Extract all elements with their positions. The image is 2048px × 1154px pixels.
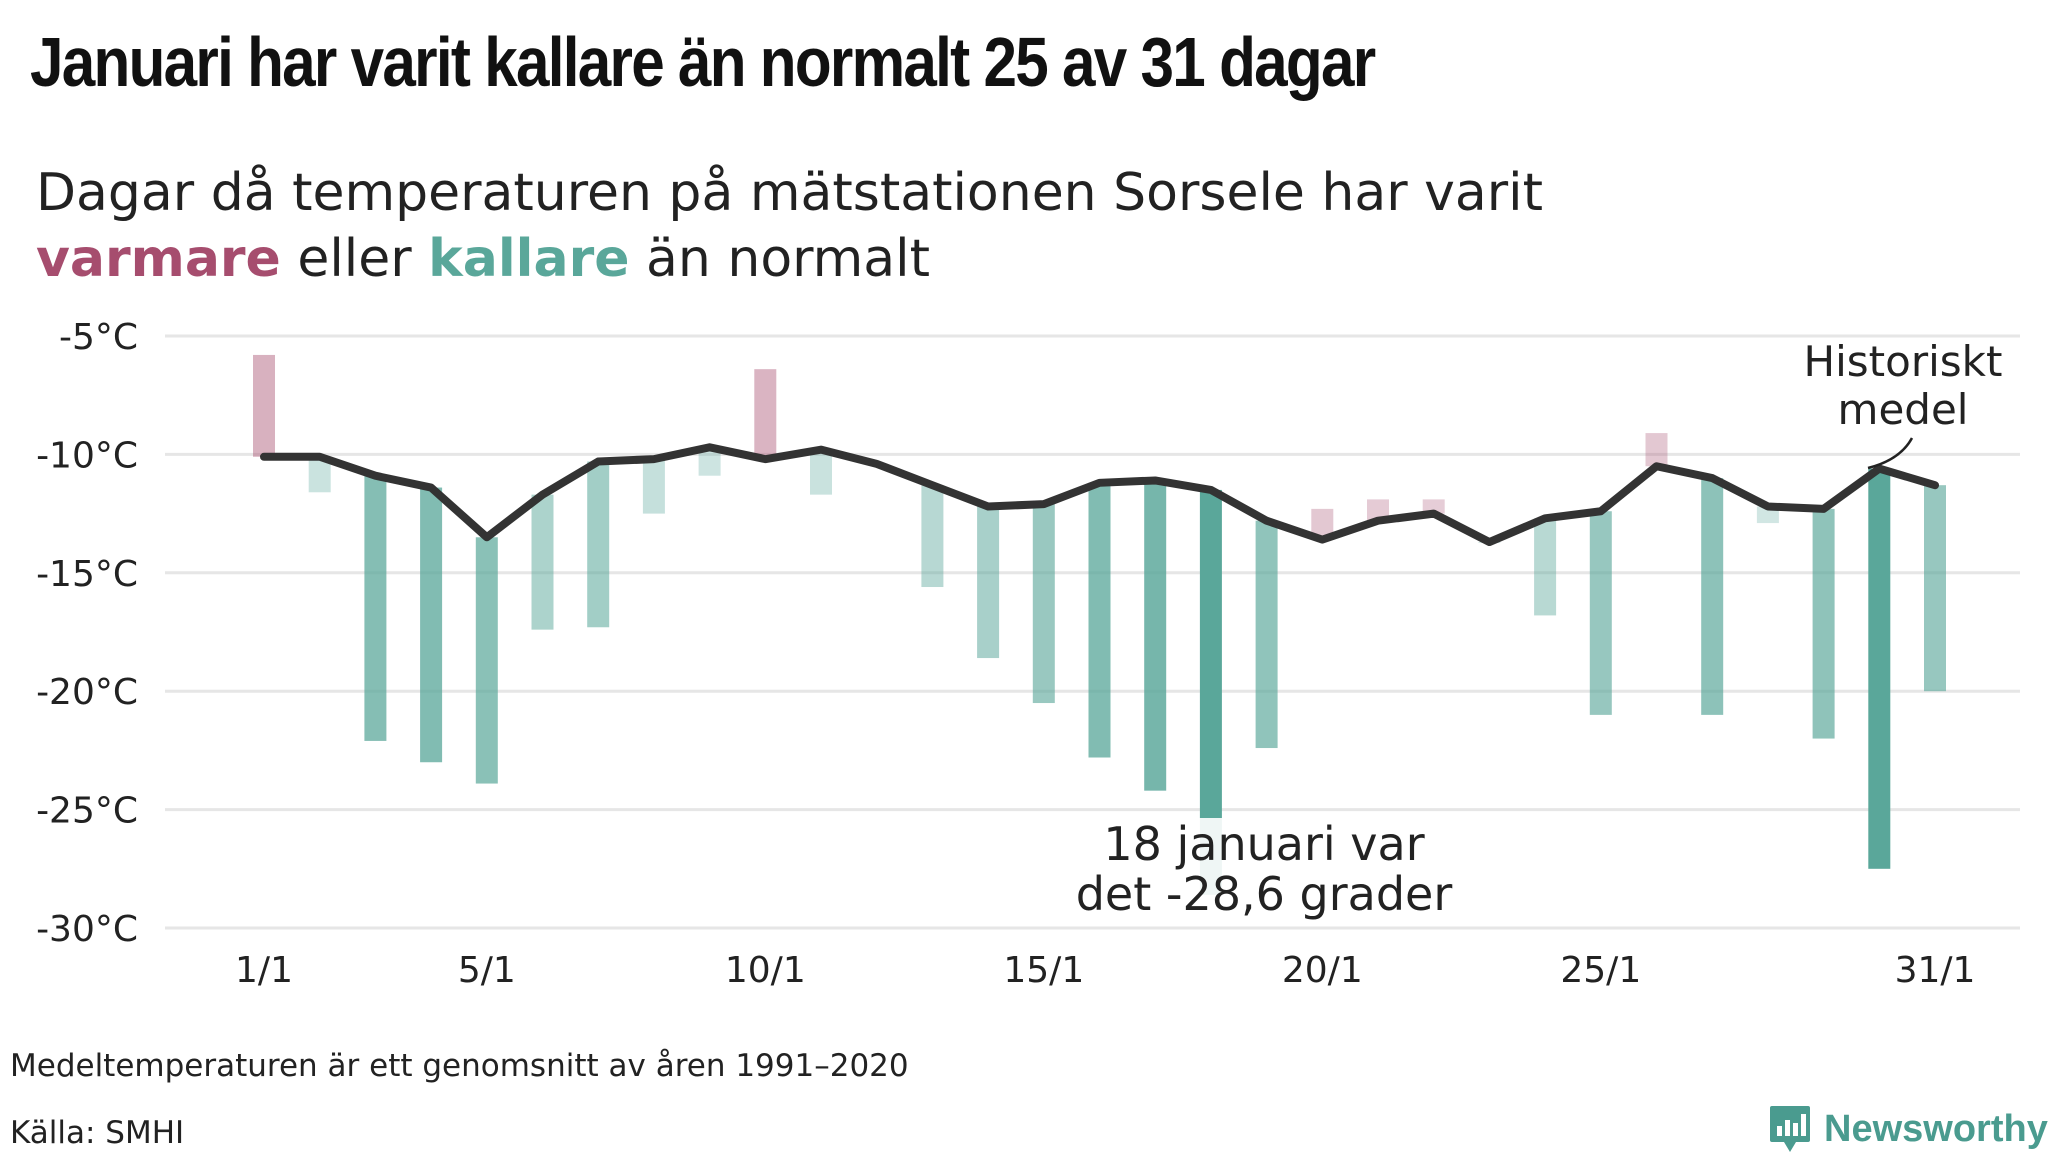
newsworthy-logo: Newsworthy xyxy=(1768,1104,2048,1154)
annotation-cold-line1: 18 januari var xyxy=(1103,817,1424,871)
y-tick-label: -10°C xyxy=(36,435,138,476)
bar xyxy=(642,459,665,514)
bar xyxy=(308,456,331,493)
mean-line xyxy=(260,443,1939,547)
bar xyxy=(1032,504,1055,704)
bar xyxy=(1422,499,1445,514)
y-tick-label: -30°C xyxy=(36,909,138,950)
x-tick-label: 5/1 xyxy=(458,950,516,991)
bar xyxy=(1144,480,1167,791)
newsworthy-logo-icon xyxy=(1770,1106,1810,1152)
bar xyxy=(1589,511,1612,715)
x-tick-label: 15/1 xyxy=(1003,950,1084,991)
bar xyxy=(475,537,498,784)
y-tick-label: -5°C xyxy=(59,317,138,358)
subtitle-cold-label: kallare xyxy=(428,229,630,289)
bar xyxy=(420,487,443,763)
annotation-mean-line2: medel xyxy=(1838,385,1969,434)
subtitle-warm-label: varmare xyxy=(36,229,281,289)
bar xyxy=(531,494,554,630)
bar xyxy=(1088,482,1111,758)
x-tick-label: 10/1 xyxy=(725,950,806,991)
bar xyxy=(587,461,610,628)
subtitle-middle-text: eller xyxy=(297,229,412,289)
annotation-pointer xyxy=(1867,437,1914,470)
x-tick-label: 20/1 xyxy=(1282,950,1363,991)
x-tick-label: 1/1 xyxy=(235,950,293,991)
y-tick-label: -20°C xyxy=(36,672,138,713)
chart-subtitle: Dagar då temperaturen på mätstationen So… xyxy=(36,160,1543,292)
logo-text: Newsworthy xyxy=(1824,1107,2048,1150)
bar xyxy=(1812,508,1835,739)
chart-title: Januari har varit kallare än normalt 25 … xyxy=(30,23,1376,101)
y-tick-label: -25°C xyxy=(36,791,138,832)
bar xyxy=(1534,518,1557,616)
subtitle-end-text: än normalt xyxy=(646,229,930,289)
bar xyxy=(921,485,944,588)
bar xyxy=(754,369,777,460)
x-tick-label: 25/1 xyxy=(1560,950,1641,991)
bar xyxy=(1367,499,1389,521)
footer-note: Medeltemperaturen är ett genomsnitt av å… xyxy=(10,1048,909,1084)
bar xyxy=(253,354,275,457)
bar xyxy=(1924,485,1946,692)
bar xyxy=(977,506,1000,659)
annotation-mean-line1: Historiskt xyxy=(1804,337,2003,386)
y-tick-label: -15°C xyxy=(36,554,138,595)
bar xyxy=(1701,478,1724,715)
bar xyxy=(1255,520,1278,749)
x-tick-label: 31/1 xyxy=(1895,950,1976,991)
footer-source: Källa: SMHI xyxy=(10,1115,185,1151)
subtitle-line-1: Dagar då temperaturen på mätstationen So… xyxy=(36,163,1544,223)
bar xyxy=(1645,433,1668,467)
bar xyxy=(698,447,721,476)
bar xyxy=(1199,489,1222,895)
subtitle-line-2: varmare eller kallare än normalt xyxy=(36,226,1543,292)
bar xyxy=(364,475,387,741)
temperature-chart: -5°C -10°C -15°C -20°C -25°C -30°C 1/1 5/1 10/1 1… xyxy=(36,317,2020,991)
annotation-cold-line2: det -28,6 grader xyxy=(1076,867,1453,921)
bar xyxy=(810,449,832,495)
bar xyxy=(1868,468,1891,869)
bar xyxy=(1311,508,1334,540)
annotation-cold-background xyxy=(1058,818,1470,922)
